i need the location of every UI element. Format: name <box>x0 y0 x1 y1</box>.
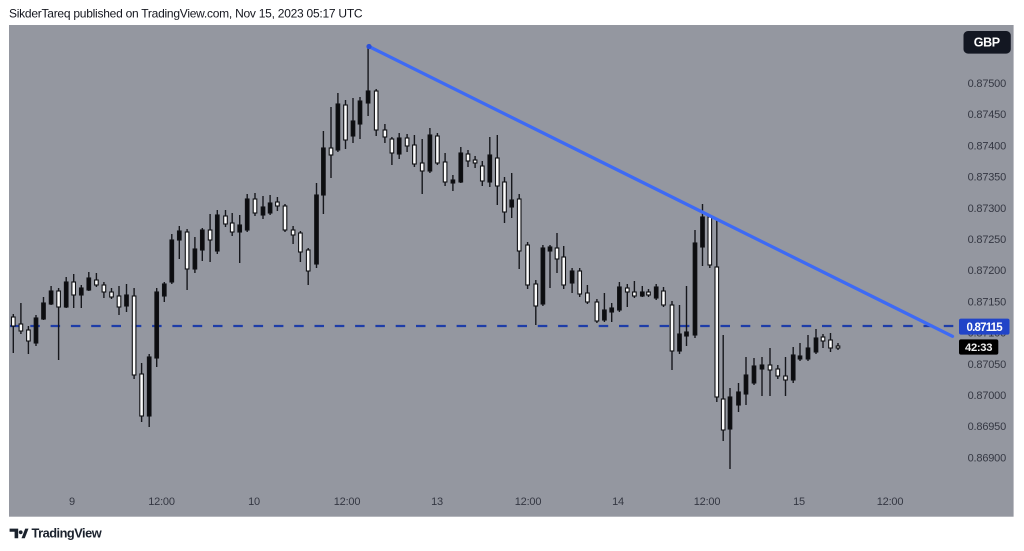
svg-text:0.86950: 0.86950 <box>968 421 1006 433</box>
svg-text:0.87150: 0.87150 <box>968 296 1006 308</box>
svg-text:0.87500: 0.87500 <box>968 78 1006 90</box>
svg-text:0.87200: 0.87200 <box>968 265 1006 277</box>
svg-text:15: 15 <box>793 496 805 508</box>
svg-text:0.87000: 0.87000 <box>968 390 1006 402</box>
svg-text:13: 13 <box>431 496 443 508</box>
svg-text:12:00: 12:00 <box>148 496 175 508</box>
svg-text:0.87050: 0.87050 <box>968 359 1006 371</box>
svg-text:0.87250: 0.87250 <box>968 234 1006 246</box>
svg-text:10: 10 <box>248 496 260 508</box>
svg-text:12:00: 12:00 <box>334 496 361 508</box>
svg-text:12:00: 12:00 <box>877 496 904 508</box>
svg-text:TradingView: TradingView <box>32 525 102 540</box>
svg-text:9: 9 <box>69 496 75 508</box>
svg-text:12:00: 12:00 <box>515 496 542 508</box>
svg-text:0.87400: 0.87400 <box>968 140 1006 152</box>
svg-text:0.87115: 0.87115 <box>967 322 1004 334</box>
svg-text:0.86900: 0.86900 <box>968 452 1006 464</box>
svg-text:42:33: 42:33 <box>965 342 992 354</box>
svg-text:GBP: GBP <box>974 36 1000 50</box>
svg-text:0.87300: 0.87300 <box>968 203 1006 215</box>
svg-text:12:00: 12:00 <box>694 496 721 508</box>
svg-text:14: 14 <box>612 496 624 508</box>
svg-text:SikderTareq published on Tradi: SikderTareq published on TradingView.com… <box>9 6 363 20</box>
svg-text:0.87450: 0.87450 <box>968 109 1006 121</box>
svg-text:0.87350: 0.87350 <box>968 172 1006 184</box>
